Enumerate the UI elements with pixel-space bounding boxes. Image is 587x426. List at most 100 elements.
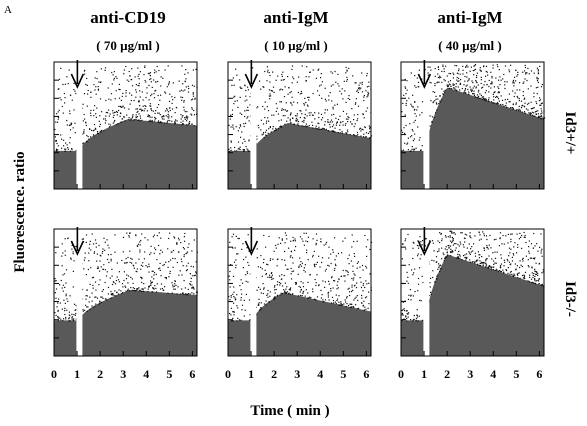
scatter-point (144, 237, 146, 239)
scatter-point (517, 246, 519, 248)
scatter-point (415, 317, 418, 320)
scatter-point (70, 124, 72, 126)
scatter-point (277, 113, 279, 115)
scatter-point (351, 277, 353, 280)
scatter-point (305, 101, 307, 104)
scatter-point (324, 98, 326, 100)
scatter-point (334, 267, 336, 270)
scatter-point (340, 302, 342, 304)
scatter-point (446, 252, 448, 254)
scatter-point (137, 243, 140, 245)
scatter-point (335, 294, 337, 296)
scatter-point (83, 73, 86, 75)
scatter-point (144, 108, 146, 110)
scatter-point (149, 78, 151, 81)
scatter-point (356, 120, 358, 122)
scatter-point (102, 268, 104, 271)
scatter-point (328, 299, 330, 301)
scatter-point (110, 290, 112, 293)
scatter-point (301, 113, 303, 115)
scatter-point (86, 140, 88, 143)
scatter-point (90, 136, 92, 138)
scatter-point (534, 268, 536, 270)
scatter-point (191, 107, 193, 109)
scatter-point (273, 114, 275, 116)
scatter-point (488, 244, 490, 246)
scatter-point (303, 267, 305, 269)
scatter-point (183, 248, 185, 250)
scatter-point (110, 258, 112, 260)
scatter-point (92, 276, 95, 278)
scatter-point (277, 281, 279, 283)
scatter-point (542, 285, 544, 287)
scatter-point (280, 125, 282, 127)
scatter-point (322, 117, 324, 119)
scatter-point (156, 259, 158, 261)
scatter-point (103, 237, 105, 239)
scatter-point (139, 90, 141, 92)
scatter-point (150, 108, 152, 110)
scatter-point (149, 253, 151, 256)
scatter-point (530, 113, 532, 115)
scatter-point (474, 255, 477, 257)
scatter-point (264, 269, 266, 271)
scatter-point (54, 280, 56, 282)
scatter-point (271, 274, 273, 276)
scatter-point (519, 89, 521, 91)
scatter-point (194, 97, 196, 99)
scatter-point (405, 238, 407, 240)
scatter-point (172, 286, 174, 288)
scatter-point (238, 237, 240, 240)
scatter-point (499, 265, 502, 267)
scatter-point (335, 255, 337, 257)
scatter-point (334, 237, 336, 239)
scatter-point (339, 124, 341, 126)
scatter-point (75, 309, 77, 311)
scatter-point (237, 106, 239, 108)
scatter-point (510, 241, 512, 243)
scatter-point (125, 92, 127, 94)
scatter-point (455, 247, 457, 249)
scatter-point (364, 286, 366, 289)
scatter-point (328, 283, 330, 285)
scatter-point (134, 76, 136, 78)
scatter-point (509, 252, 511, 254)
scatter-point (135, 118, 137, 120)
scatter-point (515, 268, 517, 270)
scatter-point (267, 117, 269, 119)
scatter-point (174, 283, 176, 285)
scatter-point (508, 93, 510, 95)
scatter-point (357, 261, 359, 263)
scatter-point (248, 150, 251, 152)
scatter-point (235, 126, 237, 128)
scatter-point (265, 300, 267, 302)
scatter-point (246, 117, 248, 119)
scatter-point (466, 84, 468, 86)
scatter-point (438, 267, 440, 269)
scatter-point (479, 265, 482, 267)
scatter-point (236, 74, 238, 76)
scatter-point (135, 114, 137, 116)
scatter-point (436, 109, 438, 111)
scatter-point (541, 112, 543, 114)
scatter-point (355, 82, 357, 84)
scatter-point (180, 118, 182, 120)
scatter-point (149, 119, 151, 121)
scatter-point (73, 89, 75, 91)
scatter-point (424, 68, 426, 71)
scatter-point (359, 277, 361, 279)
scatter-point (406, 80, 408, 82)
scatter-point (510, 248, 512, 250)
scatter-point (481, 87, 483, 89)
scatter-point (297, 295, 300, 297)
scatter-point (110, 93, 113, 95)
scatter-point (101, 111, 103, 113)
scatter-point (167, 116, 169, 118)
scatter-point (494, 257, 497, 259)
scatter-point (85, 304, 87, 306)
scatter-point (435, 98, 437, 100)
scatter-point (312, 238, 314, 240)
scatter-point (303, 119, 305, 121)
scatter-point (151, 109, 153, 112)
scatter-point (523, 276, 525, 278)
